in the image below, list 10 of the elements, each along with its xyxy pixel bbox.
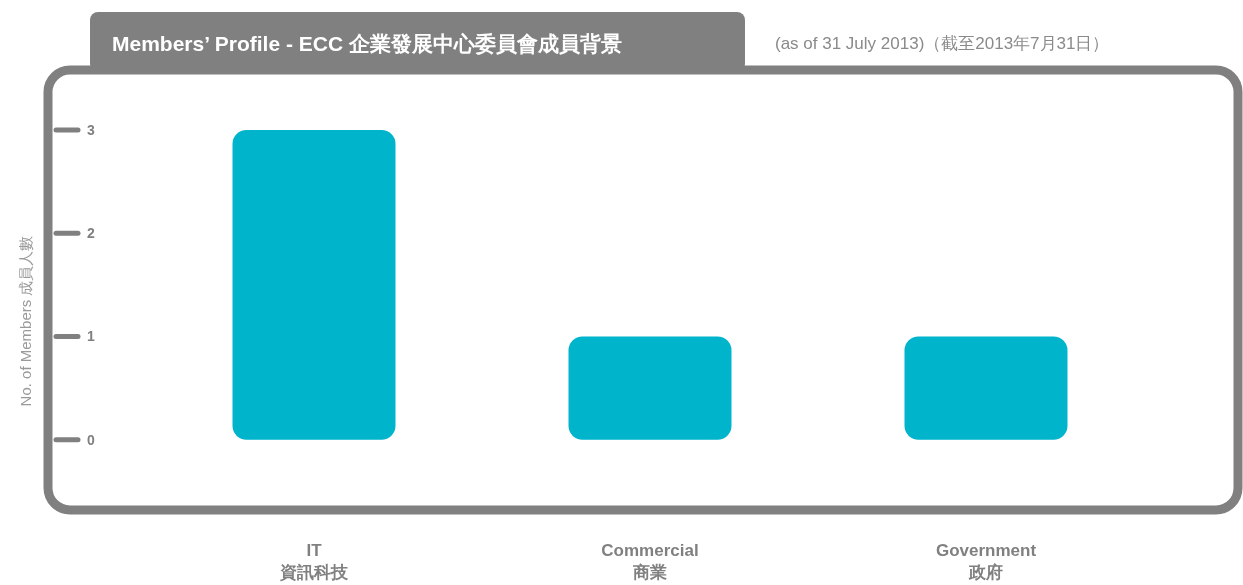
y-tick-label: 0 bbox=[87, 431, 95, 448]
y-tick-label: 2 bbox=[87, 225, 95, 242]
y-tick-label: 1 bbox=[87, 328, 95, 345]
chart-title: Members’ Profile - ECC 企業發展中心委員會成員背景 bbox=[112, 32, 622, 55]
y-axis-title: No. of Members 成員人數 bbox=[17, 235, 34, 407]
x-tick-label: Government 政府 bbox=[935, 541, 1037, 582]
x-tick-label: Commercial 商業 bbox=[601, 541, 699, 582]
y-tick-label: 3 bbox=[87, 121, 95, 138]
chart-subtitle: (as of 31 July 2013)（截至2013年7月31日） bbox=[775, 34, 1110, 53]
x-tick-label: IT 資訊科技 bbox=[279, 541, 349, 582]
